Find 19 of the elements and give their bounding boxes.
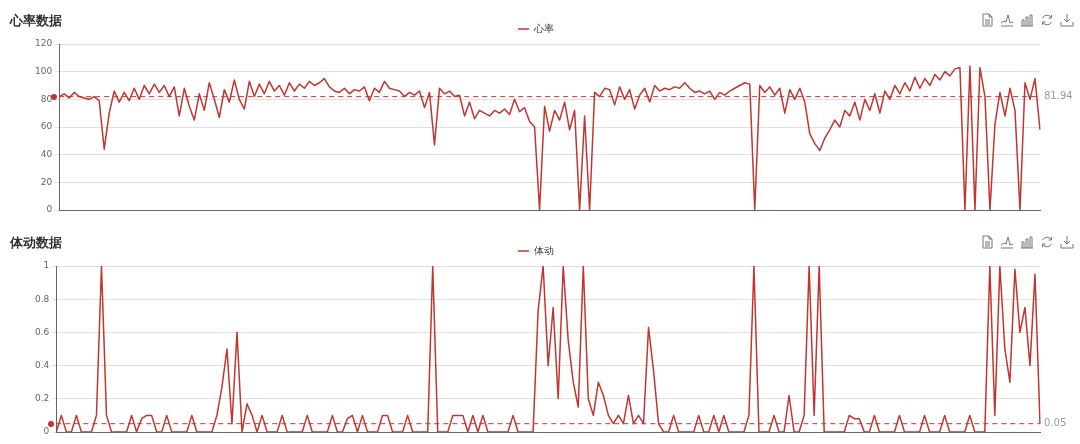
legend-label: 心率 — [532, 22, 554, 34]
ref-line-label: 81.94 — [1044, 90, 1073, 102]
y-tick-label: 0.8 — [34, 293, 50, 304]
chart-title: 心率数据 — [10, 12, 62, 30]
legend-label: 体动 — [533, 244, 554, 256]
chart-title: 体动数据 — [10, 234, 62, 252]
y-tick-label: 0.4 — [34, 359, 50, 370]
y-tick-label: 0.2 — [34, 393, 50, 404]
y-tick-label: 1 — [43, 260, 50, 271]
y-tick-label: 20 — [40, 176, 53, 187]
y-tick-label: 0 — [43, 426, 50, 437]
y-tick-label: 60 — [40, 121, 53, 132]
ref-line-label: 0.05 — [1044, 417, 1067, 429]
y-tick-label: 100 — [34, 66, 53, 77]
y-tick-label: 80 — [40, 93, 53, 104]
y-tick-label: 0 — [46, 204, 53, 215]
y-tick-label: 0.6 — [34, 326, 50, 337]
y-tick-label: 120 — [34, 38, 53, 49]
y-tick-label: 40 — [40, 149, 53, 160]
